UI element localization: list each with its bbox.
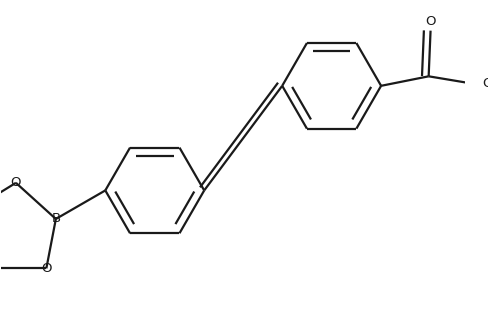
Text: O: O <box>482 77 488 91</box>
Text: O: O <box>41 262 52 275</box>
Text: O: O <box>11 176 21 189</box>
Text: O: O <box>426 15 436 28</box>
Text: B: B <box>51 212 61 226</box>
